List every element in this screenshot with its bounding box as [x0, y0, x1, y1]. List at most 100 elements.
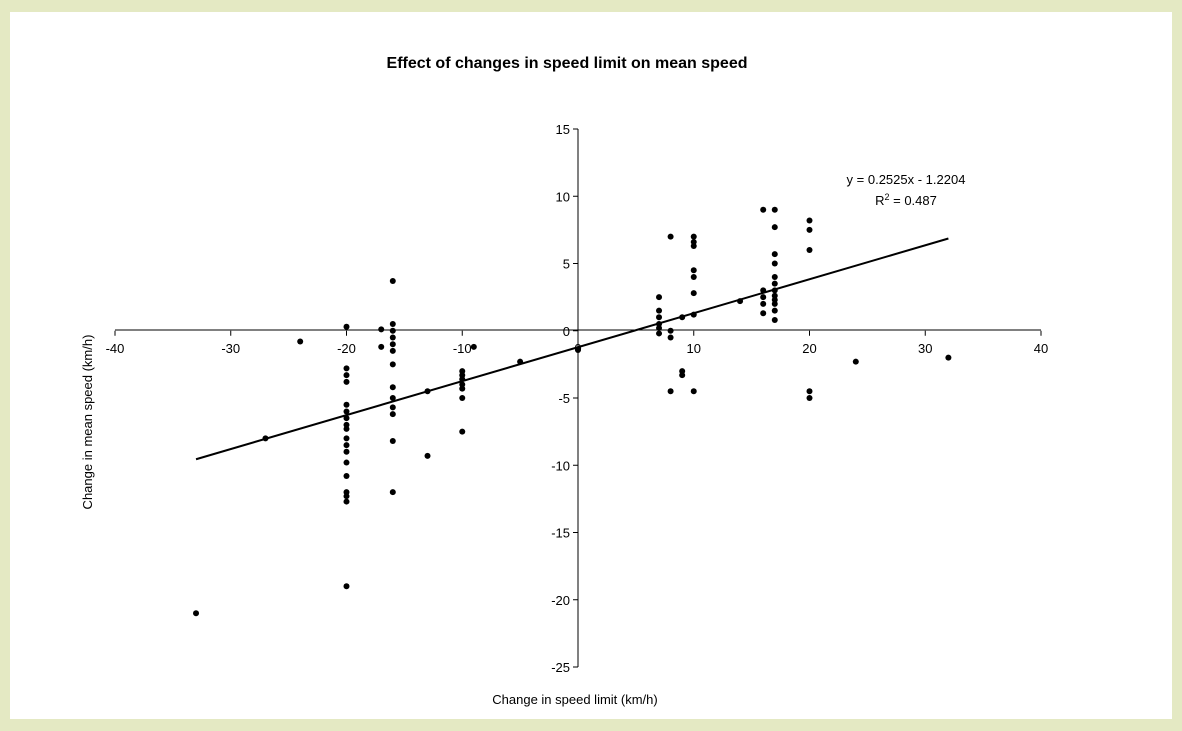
y-tick-label: -25	[551, 660, 570, 675]
data-point	[459, 428, 466, 435]
data-point	[343, 372, 350, 379]
y-tick-label: 10	[556, 189, 570, 204]
data-point	[667, 388, 674, 395]
data-point	[656, 294, 663, 301]
data-point	[679, 314, 686, 321]
data-point	[343, 448, 350, 455]
data-point	[656, 307, 663, 314]
data-point	[343, 323, 350, 330]
data-points	[193, 206, 952, 617]
data-point	[343, 408, 350, 415]
x-axis-label: Change in speed limit (km/h)	[492, 692, 657, 707]
data-point	[459, 376, 466, 383]
data-point	[806, 217, 813, 224]
trendline-equation: y = 0.2525x - 1.2204	[847, 172, 966, 187]
data-point	[343, 493, 350, 500]
y-tick-label: -5	[558, 391, 570, 406]
data-point	[517, 358, 524, 365]
data-point	[690, 311, 697, 318]
data-point	[343, 425, 350, 432]
y-tick-label: 0	[563, 324, 570, 339]
data-point	[806, 226, 813, 233]
data-point	[389, 341, 396, 348]
data-point	[656, 330, 663, 337]
data-point	[690, 290, 697, 297]
data-point	[806, 395, 813, 401]
r-squared-value: = 0.487	[890, 193, 937, 208]
y-tick-label: -10	[551, 458, 570, 473]
data-point	[389, 411, 396, 418]
data-point	[771, 300, 778, 307]
data-point	[389, 277, 396, 284]
trendline	[195, 237, 949, 461]
y-tick-label: 15	[556, 122, 570, 137]
x-tick-label: 40	[1034, 341, 1048, 356]
data-point	[656, 325, 663, 332]
data-point	[389, 395, 396, 401]
data-point	[343, 498, 350, 505]
data-point	[424, 388, 431, 395]
data-point	[690, 267, 697, 274]
data-point	[459, 385, 466, 392]
y-tick-label: -20	[551, 593, 570, 608]
data-point	[343, 442, 350, 449]
x-tick-label: -40	[106, 341, 125, 356]
data-point	[771, 251, 778, 258]
data-point	[389, 321, 396, 328]
x-tick-label: -10	[453, 341, 472, 356]
data-point	[470, 343, 477, 350]
data-point	[852, 358, 859, 365]
data-point	[806, 388, 813, 395]
data-point	[945, 354, 952, 361]
x-tick-label: 20	[802, 341, 816, 356]
data-point	[343, 473, 350, 480]
scatter-chart: Effect of changes in speed limit on mean…	[80, 55, 1048, 707]
data-point	[690, 273, 697, 280]
y-tick-label: -15	[551, 526, 570, 541]
data-point	[690, 388, 697, 395]
r-squared-superscript: 2	[885, 192, 890, 202]
data-point	[771, 287, 778, 294]
data-point	[343, 583, 350, 590]
data-point	[343, 459, 350, 466]
data-point	[656, 314, 663, 321]
chart-title: Effect of changes in speed limit on mean…	[387, 55, 748, 72]
data-point	[389, 361, 396, 368]
data-point	[389, 404, 396, 411]
data-point	[737, 298, 744, 305]
data-point	[771, 280, 778, 287]
data-point	[690, 243, 697, 250]
data-point	[771, 260, 778, 267]
data-point	[760, 294, 767, 301]
y-ticks: -25 -20 -15 -10 -5 0 5 10 15	[551, 122, 578, 675]
data-point	[679, 372, 686, 379]
data-point	[667, 233, 674, 240]
data-point	[771, 273, 778, 280]
data-point	[378, 343, 385, 350]
chart-frame: Effect of changes in speed limit on mean…	[10, 12, 1172, 719]
data-point	[343, 435, 350, 442]
data-point	[389, 438, 396, 445]
data-point	[575, 346, 581, 353]
data-point	[771, 316, 778, 323]
data-point	[389, 489, 396, 496]
data-point	[760, 206, 767, 213]
x-tick-label: -20	[337, 341, 356, 356]
data-point	[760, 300, 767, 307]
data-point	[343, 401, 350, 408]
data-point	[343, 415, 350, 422]
data-point	[690, 233, 697, 240]
y-tick-label: 5	[563, 257, 570, 272]
r-squared-label: R2 = 0.487	[875, 192, 937, 208]
data-point	[262, 435, 269, 442]
data-point	[389, 334, 396, 341]
data-point	[771, 307, 778, 314]
x-tick-label: 30	[918, 341, 932, 356]
data-point	[389, 327, 396, 334]
data-point	[297, 338, 304, 345]
data-point	[667, 327, 674, 334]
data-point	[760, 310, 767, 317]
data-point	[771, 206, 778, 213]
x-tick-label: 10	[687, 341, 701, 356]
data-point	[378, 326, 385, 333]
